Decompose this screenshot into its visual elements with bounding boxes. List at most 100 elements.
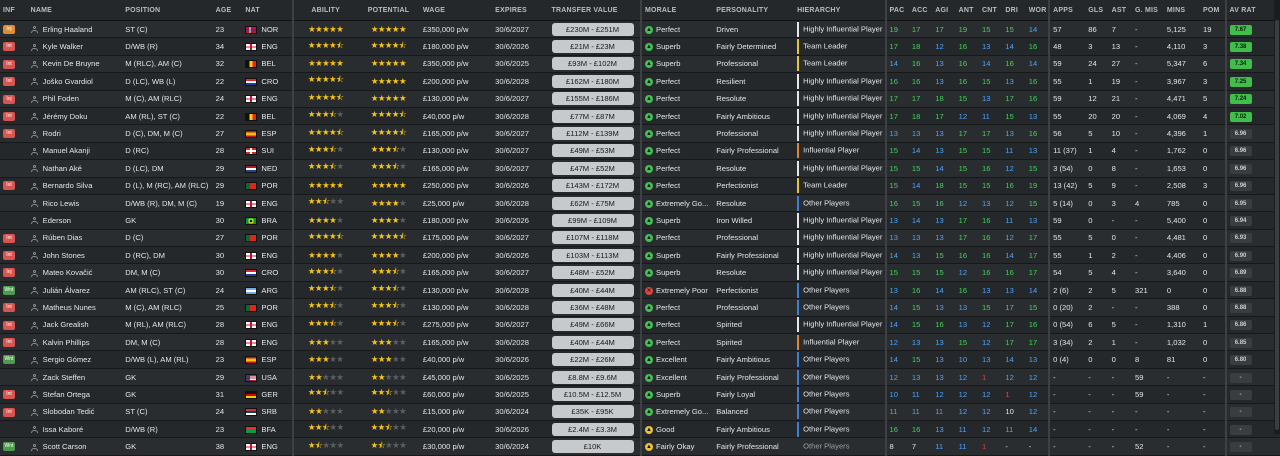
name-cell[interactable]: Issa Kaboré xyxy=(27,420,123,439)
col-pac[interactable]: PAC xyxy=(885,0,909,21)
vertical-scrollbar[interactable] xyxy=(1274,0,1280,434)
name-cell[interactable]: Kyle Walker xyxy=(27,37,123,56)
player-name[interactable]: Bernardo Silva xyxy=(42,181,93,191)
player-name[interactable]: Stefan Ortega xyxy=(42,389,90,399)
table-row[interactable]: Wnt Julián Álvarez AM (RLC), ST (C) 24 A… xyxy=(0,281,1280,300)
table-row[interactable]: Int Bernardo Silva D (L), M (RC), AM (RL… xyxy=(0,177,1280,195)
name-cell[interactable]: Julián Álvarez xyxy=(27,281,123,300)
table-row[interactable]: Nathan Aké D (LC), DM 29 NED ★★★⯪★ ★★★⯪★… xyxy=(0,159,1280,178)
player-name[interactable]: Joško Gvardiol xyxy=(42,76,93,86)
player-name[interactable]: John Stones xyxy=(42,250,85,260)
table-row[interactable]: Int John Stones D (RC), DM 30 ENG ★★★★★ … xyxy=(0,246,1280,265)
player-name[interactable]: Rico Lewis xyxy=(42,198,80,208)
name-cell[interactable]: John Stones xyxy=(27,246,123,265)
player-name[interactable]: Issa Kaboré xyxy=(42,424,84,434)
table-row[interactable]: Manuel Akanji D (RC) 28 SUI ★★★⯪★ ★★★⯪★ … xyxy=(0,142,1280,161)
table-row[interactable]: Wnt Sergio Gómez D/WB (L), AM (RL) 23 ES… xyxy=(0,350,1280,369)
name-cell[interactable]: Scott Carson xyxy=(27,437,123,456)
table-row[interactable]: Ederson GK 30 BRA ★★★★★ ★★★★★ £180,000 p… xyxy=(0,211,1280,230)
col-potential[interactable]: POTENTIAL xyxy=(353,0,420,21)
table-row[interactable]: Int Kalvin Phillips DM, M (C) 28 ENG ★★★… xyxy=(0,333,1280,352)
col-ast[interactable]: AST xyxy=(1108,0,1133,21)
col-nat[interactable]: NAT xyxy=(242,0,295,21)
name-cell[interactable]: Phil Foden xyxy=(27,90,123,108)
table-row[interactable]: Wnt Scott Carson GK 38 ENG ★⯪★★★ ★⯪★★★ £… xyxy=(0,437,1280,456)
name-cell[interactable]: Stefan Ortega xyxy=(27,385,123,404)
scrollbar-thumb[interactable] xyxy=(1275,20,1279,430)
table-row[interactable]: Int Jack Grealish M (RL), AM (RLC) 28 EN… xyxy=(0,316,1280,335)
col-age[interactable]: AGE xyxy=(212,0,243,21)
table-row[interactable]: Inj Erling Haaland ST (C) 23 NOR ★★★★★ ★… xyxy=(0,20,1280,39)
name-cell[interactable]: Jérémy Doku xyxy=(27,107,123,126)
table-row[interactable]: Int Jérémy Doku AM (RL), ST (C) 22 BEL ★… xyxy=(0,107,1280,126)
col-gls[interactable]: GLS xyxy=(1085,0,1109,21)
name-cell[interactable]: Slobodan Tedić xyxy=(27,403,123,421)
name-cell[interactable]: Nathan Aké xyxy=(27,159,123,178)
player-name[interactable]: Nathan Aké xyxy=(42,163,82,173)
name-cell[interactable]: Kalvin Phillips xyxy=(27,333,123,352)
col-gmis[interactable]: G. MIS xyxy=(1132,0,1164,21)
col-wor[interactable]: WOR xyxy=(1025,0,1051,21)
col-mins[interactable]: MINS xyxy=(1163,0,1201,21)
col-ability[interactable]: ABILITY xyxy=(293,0,354,21)
name-cell[interactable]: Manuel Akanji xyxy=(27,142,123,161)
col-name[interactable]: NAME xyxy=(27,0,123,21)
table-row[interactable]: Inj Phil Foden M (C), AM (RLC) 24 ENG ★★… xyxy=(0,90,1280,108)
table-row[interactable]: Rico Lewis D/WB (R), DM, M (C) 19 ENG ★★… xyxy=(0,194,1280,213)
col-transfer-value[interactable]: TRANSFER VALUE xyxy=(548,0,643,21)
name-cell[interactable]: Matheus Nunes xyxy=(27,298,123,317)
table-row[interactable]: Int Kyle Walker D/WB (R) 34 ENG ★★★★⯪ ★★… xyxy=(0,37,1280,56)
table-row[interactable]: Int Rodri D (C), DM, M (C) 27 ESP ★★★★⯪ … xyxy=(0,124,1280,143)
player-name[interactable]: Kalvin Phillips xyxy=(42,337,90,347)
col-wage[interactable]: WAGE xyxy=(419,0,493,21)
player-name[interactable]: Slobodan Tedić xyxy=(42,407,95,417)
col-avrat[interactable]: AV RAT xyxy=(1225,0,1280,21)
table-row[interactable]: Int Matheus Nunes M (C), AM (RLC) 25 POR… xyxy=(0,298,1280,317)
player-name[interactable]: Ederson xyxy=(42,215,71,225)
player-name[interactable]: Kyle Walker xyxy=(42,42,83,52)
col-hierarchy[interactable]: HIERARCHY xyxy=(794,0,887,21)
player-name[interactable]: Matheus Nunes xyxy=(42,302,96,312)
col-agi[interactable]: AGI xyxy=(932,0,956,21)
col-personality[interactable]: PERSONALITY xyxy=(713,0,795,21)
col-ant[interactable]: ANT xyxy=(955,0,979,21)
player-name[interactable]: Phil Foden xyxy=(42,94,79,104)
col-dri[interactable]: DRI xyxy=(1002,0,1026,21)
name-cell[interactable]: Sergio Gómez xyxy=(27,350,123,369)
table-row[interactable]: Int Rúben Dias D (C) 27 POR ★★★★⯪ ★★★★⯪ … xyxy=(0,229,1280,248)
col-inf[interactable]: INF xyxy=(0,0,28,21)
table-row[interactable]: Zack Steffen GK 29 USA ★★★★★ ★★★★★ £45,0… xyxy=(0,368,1280,387)
player-name[interactable]: Julián Álvarez xyxy=(42,285,90,295)
name-cell[interactable]: Jack Grealish xyxy=(27,316,123,335)
player-name[interactable]: Rodri xyxy=(42,129,61,139)
player-name[interactable]: Sergio Gómez xyxy=(42,355,92,365)
table-row[interactable]: Int Slobodan Tedić ST (C) 24 SRB ★★★★★ ★… xyxy=(0,403,1280,421)
player-name[interactable]: Zack Steffen xyxy=(42,372,86,382)
name-cell[interactable]: Rodri xyxy=(27,124,123,143)
table-row[interactable]: Inj Mateo Kovačić DM, M (C) 30 CRO ★★★⯪★… xyxy=(0,263,1280,282)
table-row[interactable]: Int Kevin De Bruyne M (RLC), AM (C) 32 B… xyxy=(0,55,1280,74)
player-name[interactable]: Jérémy Doku xyxy=(42,111,88,121)
col-cnt[interactable]: CNT xyxy=(979,0,1003,21)
table-row[interactable]: Int Joško Gvardiol D (LC), WB (L) 22 CRO… xyxy=(0,72,1280,91)
table-row[interactable]: Int Stefan Ortega GK 31 GER ★★⯪★★ ★★⯪★★ … xyxy=(0,385,1280,404)
col-pom[interactable]: POM xyxy=(1200,0,1227,21)
col-position[interactable]: POSITION xyxy=(122,0,213,21)
player-name[interactable]: Rúben Dias xyxy=(42,233,83,243)
col-apps[interactable]: APPS xyxy=(1049,0,1086,21)
name-cell[interactable]: Ederson xyxy=(27,211,123,230)
player-name[interactable]: Jack Grealish xyxy=(42,320,89,330)
name-cell[interactable]: Mateo Kovačić xyxy=(27,263,123,282)
name-cell[interactable]: Rico Lewis xyxy=(27,194,123,213)
name-cell[interactable]: Kevin De Bruyne xyxy=(27,55,123,74)
player-name[interactable]: Scott Carson xyxy=(42,442,87,452)
player-name[interactable]: Mateo Kovačić xyxy=(42,268,93,278)
col-expires[interactable]: EXPIRES xyxy=(492,0,549,21)
col-morale[interactable]: MORALE xyxy=(641,0,714,21)
player-name[interactable]: Manuel Akanji xyxy=(42,146,90,156)
name-cell[interactable]: Erling Haaland xyxy=(27,20,123,39)
name-cell[interactable]: Zack Steffen xyxy=(27,368,123,387)
name-cell[interactable]: Bernardo Silva xyxy=(27,177,123,195)
name-cell[interactable]: Joško Gvardiol xyxy=(27,72,123,91)
col-acc[interactable]: ACC xyxy=(908,0,933,21)
